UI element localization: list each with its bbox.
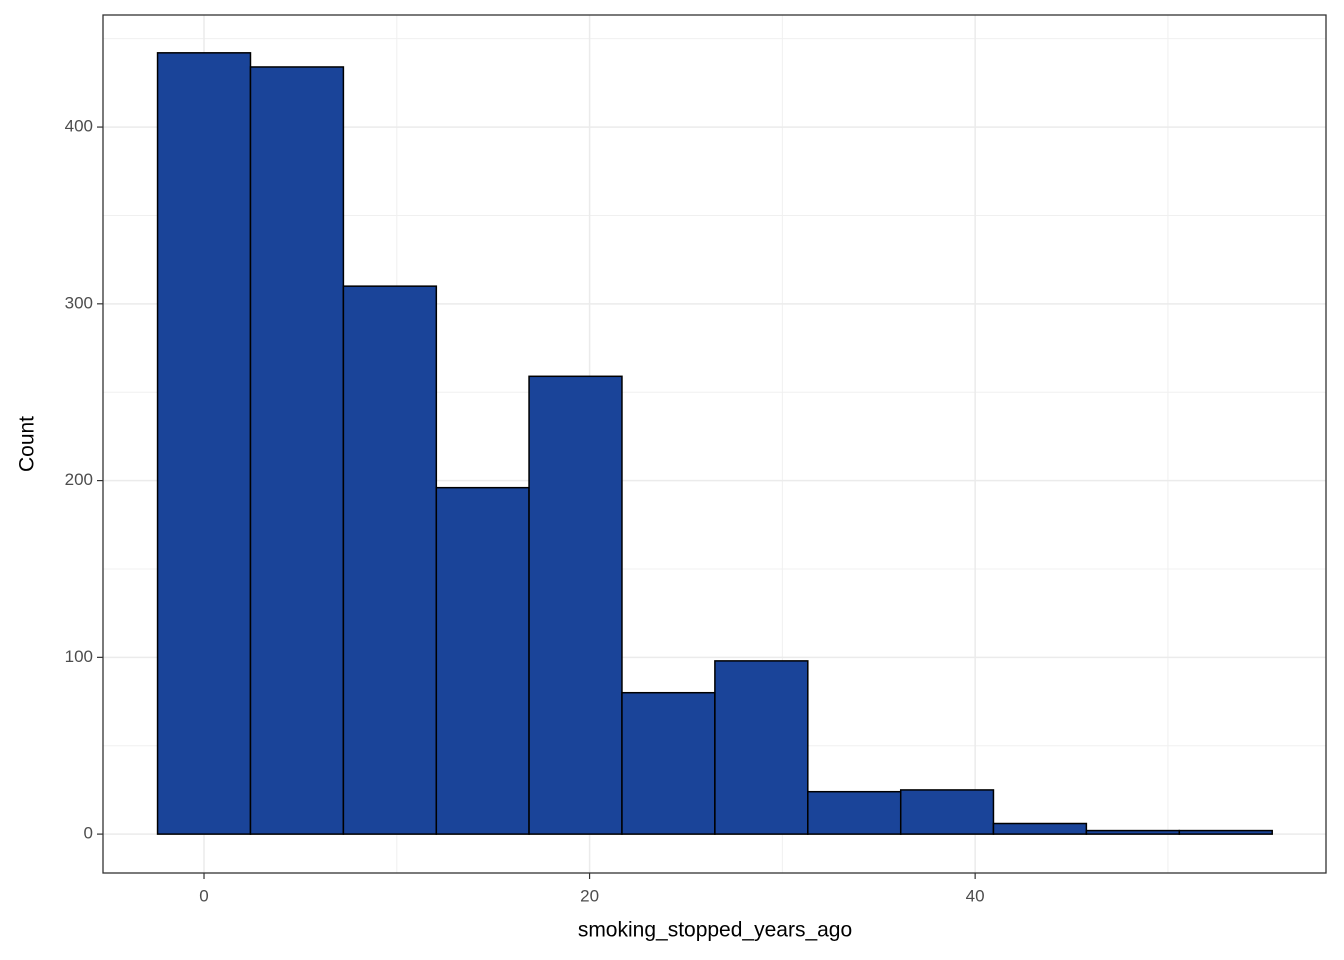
- bar: [899, 789, 995, 835]
- panel-border: [102, 14, 1327, 874]
- bar: [249, 66, 345, 835]
- y-axis-title: Count: [16, 416, 39, 472]
- bar: [156, 52, 252, 835]
- bar: [621, 691, 716, 835]
- bar: [435, 486, 530, 835]
- y-tick-label: 300: [65, 293, 93, 312]
- y-tick-label: 100: [65, 647, 93, 666]
- bar: [342, 285, 438, 835]
- y-tick-label: 0: [84, 824, 93, 843]
- y-tick-label: 200: [65, 470, 93, 489]
- x-tick-label: 40: [966, 886, 985, 905]
- bar: [714, 660, 809, 835]
- bar: [807, 790, 902, 835]
- x-tick-label: 0: [199, 886, 208, 905]
- x-tick-label: 20: [580, 886, 599, 905]
- bar: [992, 822, 1088, 835]
- bar: [528, 375, 623, 835]
- x-axis-title: smoking_stopped_years_ago: [578, 919, 852, 942]
- y-tick-label: 400: [65, 117, 93, 136]
- bar: [1178, 829, 1273, 835]
- bar: [1085, 829, 1181, 835]
